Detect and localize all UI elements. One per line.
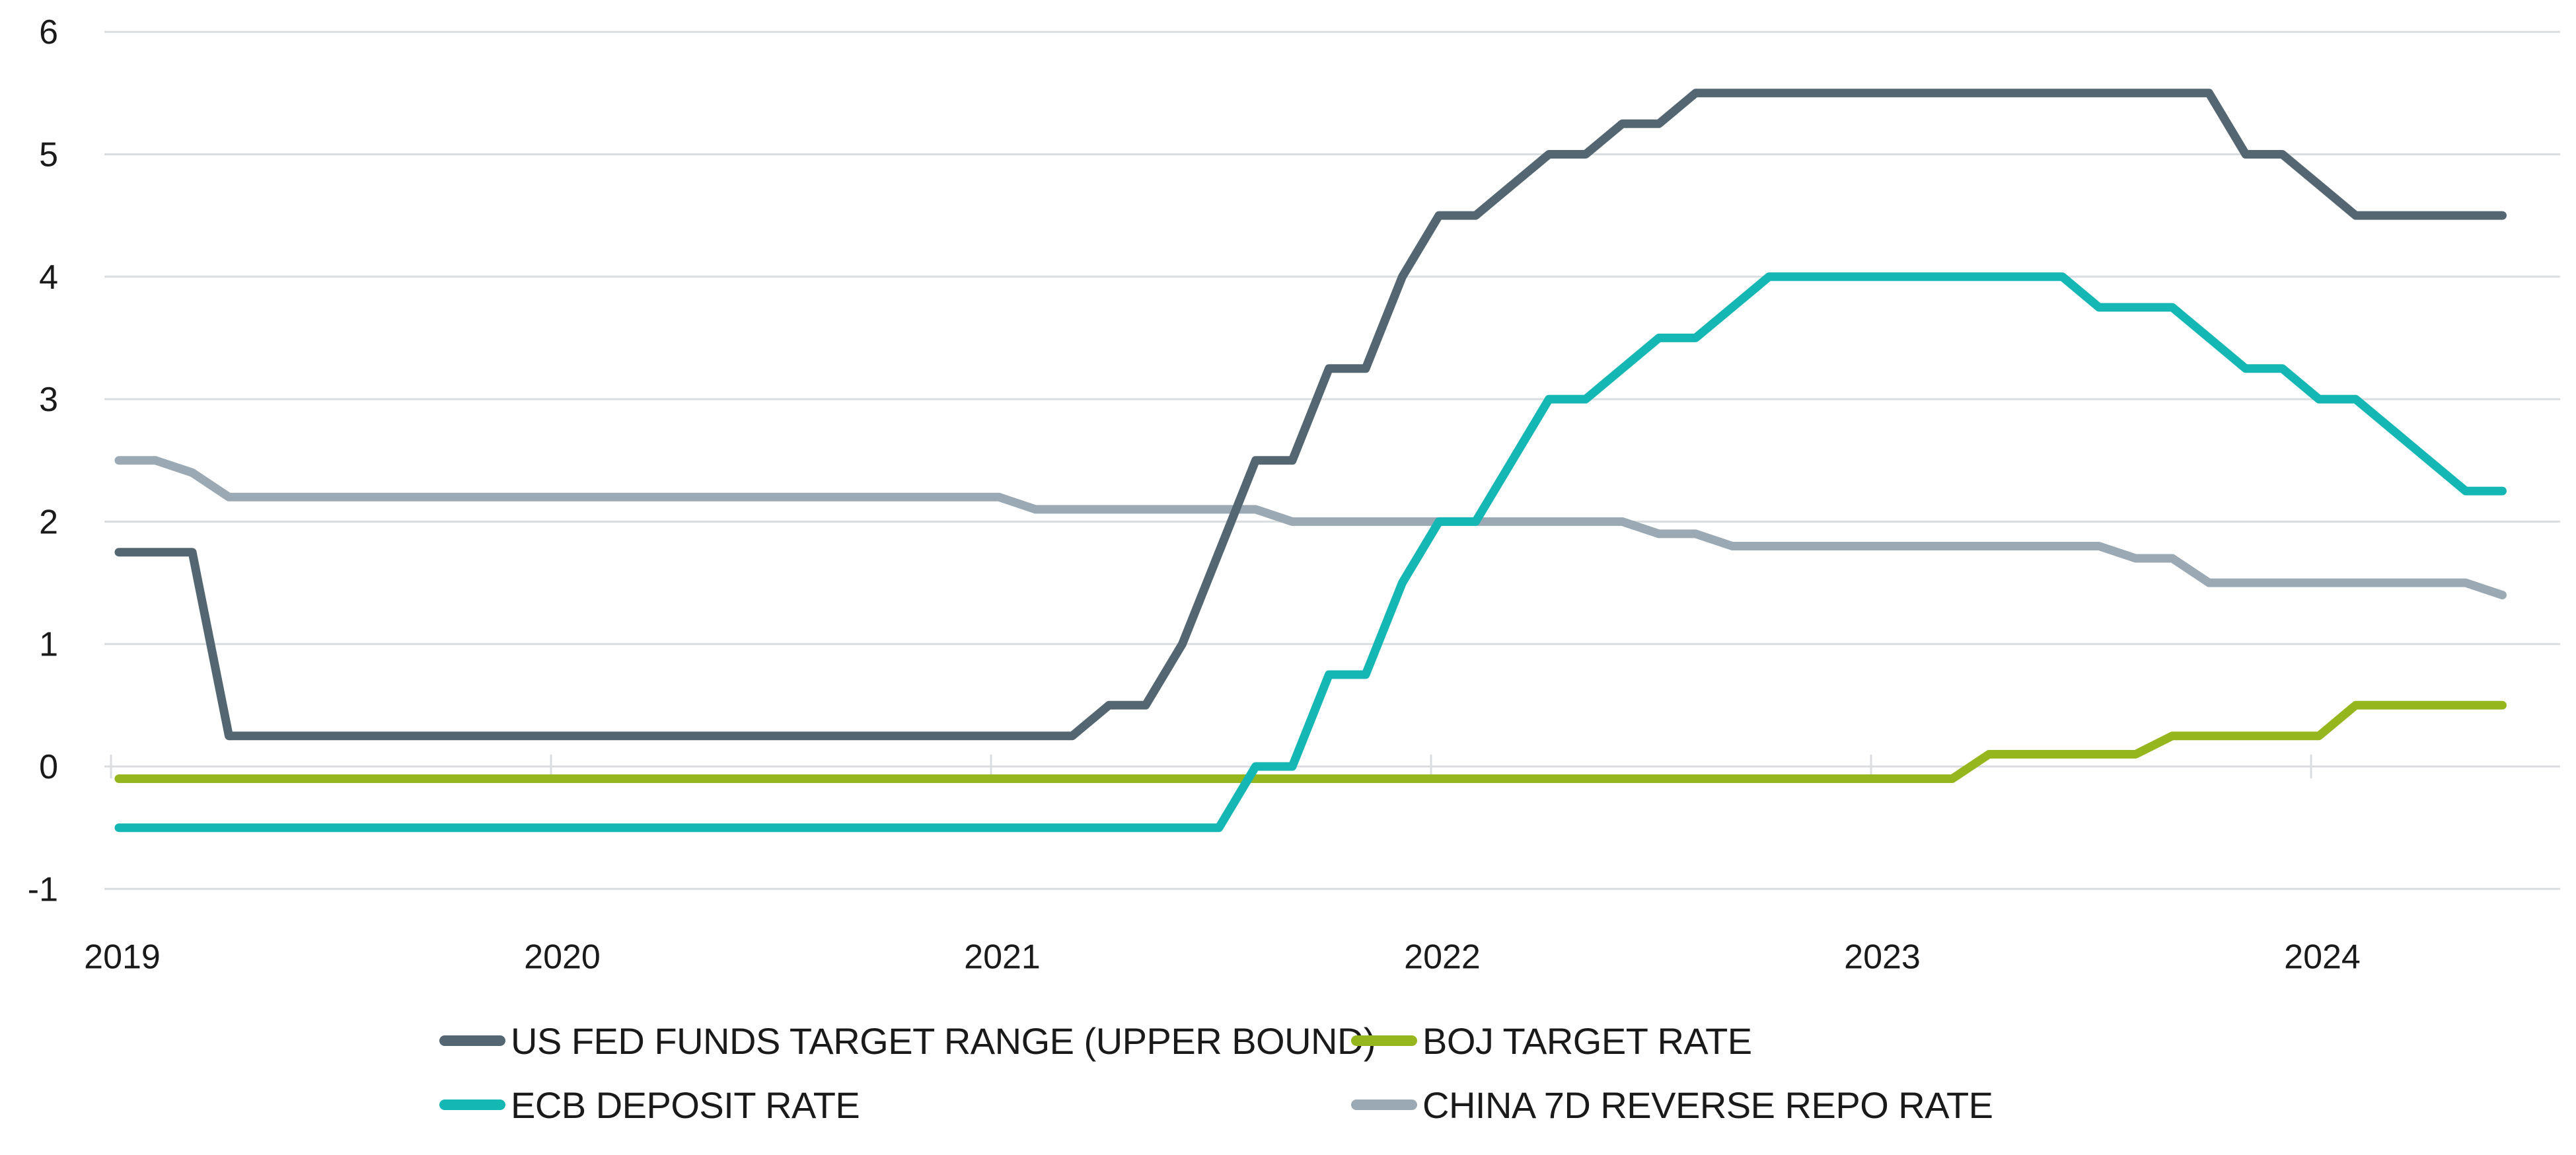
legend-label-us-fed: US FED FUNDS TARGET RANGE (UPPER BOUND)	[511, 1020, 1376, 1062]
y-tick-label: 2	[39, 503, 58, 541]
x-tick-label: 2021	[964, 938, 1041, 976]
series-lines	[114, 89, 2507, 833]
y-tick-label: -1	[28, 870, 58, 909]
x-tick-label: 2019	[84, 938, 161, 976]
y-axis-ticks: -1 0 1 2 3 4 5 6	[28, 13, 58, 909]
y-tick-label: 0	[39, 748, 58, 786]
legend-item-us-fed[interactable]: US FED FUNDS TARGET RANGE (UPPER BOUND)	[439, 1011, 1376, 1070]
legend-swatch-china	[1351, 1099, 1417, 1110]
legend: US FED FUNDS TARGET RANGE (UPPER BOUND) …	[0, 1011, 2576, 1150]
x-axis-ticks: 2019 2020 2021 2022 2023 2024	[84, 755, 2361, 976]
x-tick-label: 2023	[1844, 938, 1921, 976]
legend-item-ecb[interactable]: ECB DEPOSIT RATE	[439, 1075, 860, 1135]
x-tick-label: 2024	[2284, 938, 2361, 976]
series-line-ecb	[114, 272, 2507, 833]
legend-item-boj[interactable]: BOJ TARGET RATE	[1351, 1011, 1752, 1070]
line-chart: -1 0 1 2 3 4 5 6 2019 2020 2021 2022 2023 2024	[28, 13, 2560, 976]
legend-label-ecb: ECB DEPOSIT RATE	[511, 1084, 860, 1126]
y-tick-label: 4	[39, 258, 58, 297]
y-tick-label: 6	[39, 13, 58, 52]
legend-swatch-us-fed	[439, 1035, 505, 1046]
y-tick-label: 5	[39, 136, 58, 174]
legend-item-china[interactable]: CHINA 7D REVERSE REPO RATE	[1351, 1075, 1993, 1135]
legend-label-boj: BOJ TARGET RATE	[1422, 1020, 1752, 1062]
gridlines	[104, 30, 2560, 890]
series-line-china	[114, 456, 2507, 600]
series-line-us-fed	[114, 89, 2507, 741]
legend-label-china: CHINA 7D REVERSE REPO RATE	[1422, 1084, 1993, 1126]
x-tick-label: 2022	[1404, 938, 1481, 976]
legend-swatch-boj	[1351, 1035, 1417, 1046]
series-line-boj	[114, 700, 2507, 783]
legend-swatch-ecb	[439, 1099, 505, 1110]
y-tick-label: 1	[39, 626, 58, 664]
x-tick-label: 2020	[524, 938, 601, 976]
y-tick-label: 3	[39, 381, 58, 419]
